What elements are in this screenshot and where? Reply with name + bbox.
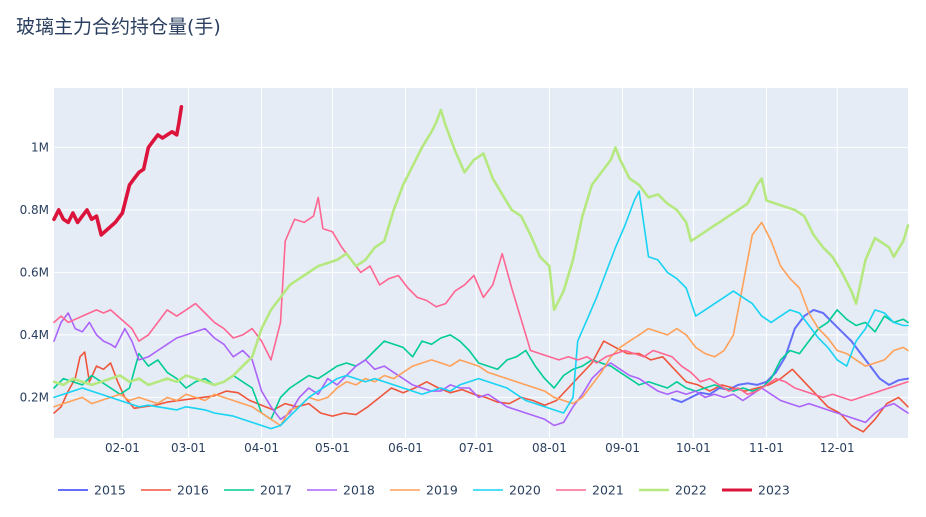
legend-label: 2019: [426, 483, 458, 498]
legend-item-2016[interactable]: 2016: [141, 483, 209, 498]
legend-item-2015[interactable]: 2015: [58, 483, 126, 498]
x-tick-label: 06-01: [388, 441, 423, 455]
legend[interactable]: 2015 2016 2017 2018 2019 2020 2021 2022 2023: [58, 483, 790, 498]
series-line-2019[interactable]: [53, 221, 909, 427]
legend-item-2018[interactable]: 2018: [307, 483, 375, 498]
chart-title: 玻璃主力合约持仓量(手): [16, 16, 221, 38]
x-tick-label: 09-01: [605, 441, 640, 455]
x-tick-label: 10-01: [676, 441, 711, 455]
series-line-2018[interactable]: [53, 312, 909, 427]
legend-label: 2023: [758, 483, 790, 498]
legend-label: 2022: [675, 483, 707, 498]
x-tick-label: 04-01: [244, 441, 279, 455]
series-line-2021[interactable]: [53, 196, 909, 402]
x-tick-label: 12-01: [820, 441, 855, 455]
series-line-2020[interactable]: [53, 190, 909, 430]
legend-label: 2020: [509, 483, 541, 498]
legend-label: 2016: [177, 483, 209, 498]
legend-item-2022[interactable]: 2022: [639, 483, 707, 498]
legend-label: 2017: [260, 483, 292, 498]
legend-label: 2018: [343, 483, 375, 498]
x-tick-labels: 02-01 03-01 04-01 05-01 06-01 07-01 08-01 09-01…: [105, 441, 855, 455]
series-line-2023[interactable]: [52, 105, 184, 237]
x-tick-label: 02-01: [105, 441, 140, 455]
series-layer: [52, 105, 910, 433]
series-line-2015[interactable]: [671, 308, 909, 404]
y-tick-label: 0.6M: [20, 265, 49, 279]
legend-item-2019[interactable]: 2019: [390, 483, 458, 498]
legend-item-2021[interactable]: 2021: [556, 483, 624, 498]
x-tick-label: 11-01: [749, 441, 784, 455]
legend-item-2017[interactable]: 2017: [224, 483, 292, 498]
series-line-2017[interactable]: [53, 309, 909, 421]
x-tick-label: 08-01: [532, 441, 567, 455]
legend-label: 2015: [94, 483, 126, 498]
y-tick-label: 1M: [31, 140, 49, 154]
y-tick-label: 0.4M: [20, 328, 49, 342]
legend-label: 2021: [592, 483, 624, 498]
y-tick-label: 0.8M: [20, 203, 49, 217]
series-line-2022[interactable]: [52, 108, 910, 387]
y-tick-labels: 0.2M 0.4M 0.6M 0.8M 1M: [20, 140, 49, 404]
x-gridlines: [121, 88, 838, 438]
legend-item-2023[interactable]: 2023: [722, 483, 790, 498]
x-tick-label: 03-01: [171, 441, 206, 455]
y-tick-label: 0.2M: [20, 390, 49, 404]
x-tick-label: 05-01: [315, 441, 350, 455]
legend-item-2020[interactable]: 2020: [473, 483, 541, 498]
x-tick-label: 07-01: [459, 441, 494, 455]
